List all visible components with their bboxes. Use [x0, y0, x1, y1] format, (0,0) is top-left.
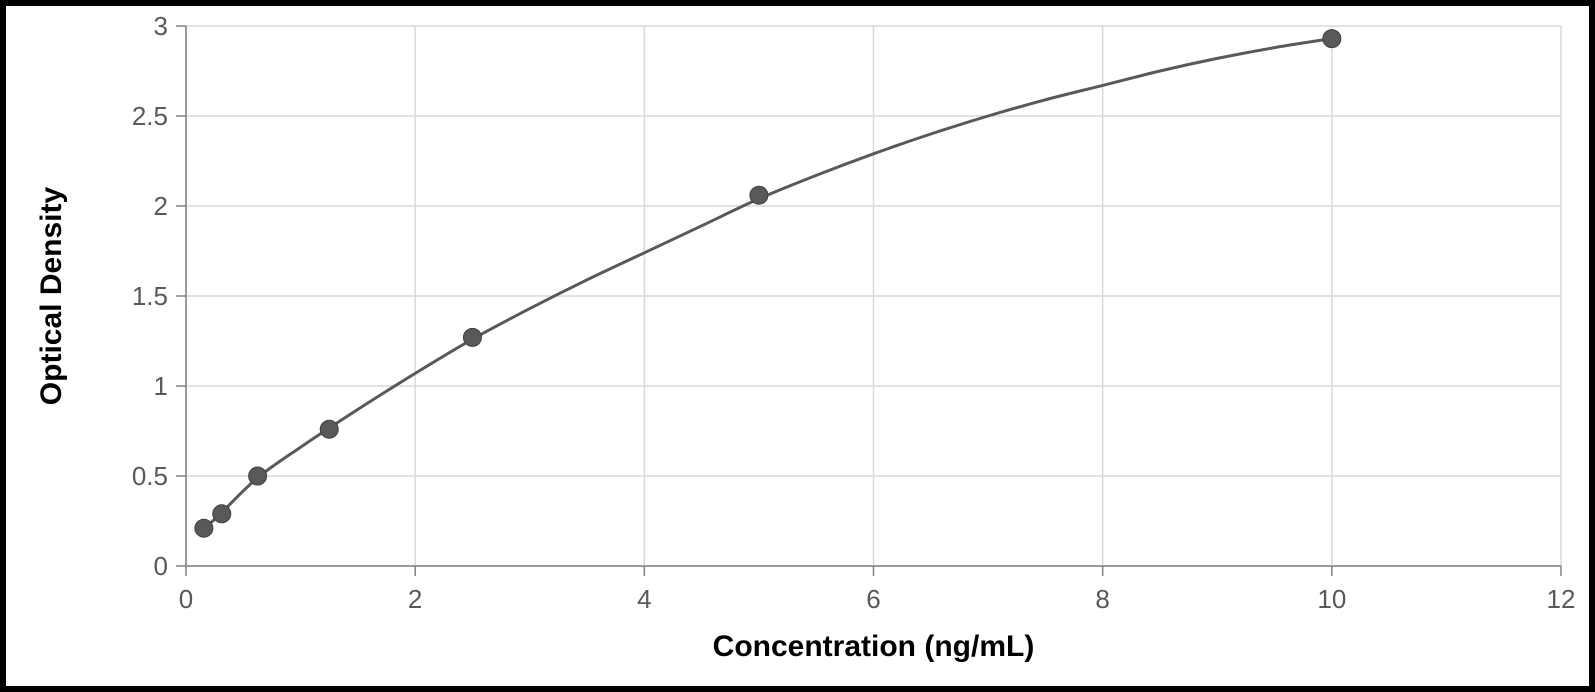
y-tick-label: 2: [154, 191, 168, 221]
x-tick-label: 8: [1095, 584, 1109, 614]
x-tick-label: 0: [179, 584, 193, 614]
data-point: [750, 186, 768, 204]
od-vs-concentration-chart: 0 2 4 6 8 10 12 0 0.5 1 1.5 2 2.5 3 Concentration (ng/…: [6, 6, 1589, 686]
x-tick-label: 12: [1547, 584, 1576, 614]
x-axis-title: Concentration (ng/mL): [713, 630, 1035, 663]
x-tick-label: 4: [637, 584, 651, 614]
data-point: [195, 519, 213, 537]
data-point: [249, 467, 267, 485]
y-tick-label: 0: [154, 551, 168, 581]
x-tick-label: 2: [408, 584, 422, 614]
y-tick-label: 1: [154, 371, 168, 401]
y-tick-label: 0.5: [132, 461, 168, 491]
y-tick-label: 3: [154, 11, 168, 41]
data-point: [320, 420, 338, 438]
y-tick-label: 1.5: [132, 281, 168, 311]
x-tick-label: 6: [866, 584, 880, 614]
chart-frame: 0 2 4 6 8 10 12 0 0.5 1 1.5 2 2.5 3 Concentration (ng/…: [0, 0, 1595, 692]
data-point: [1323, 30, 1341, 48]
y-tick-label: 2.5: [132, 101, 168, 131]
data-point: [213, 505, 231, 523]
chart-container: 0 2 4 6 8 10 12 0 0.5 1 1.5 2 2.5 3 Concentration (ng/…: [6, 6, 1589, 686]
y-axis-title: Optical Density: [35, 186, 68, 405]
data-point: [463, 328, 481, 346]
x-tick-label: 10: [1317, 584, 1346, 614]
